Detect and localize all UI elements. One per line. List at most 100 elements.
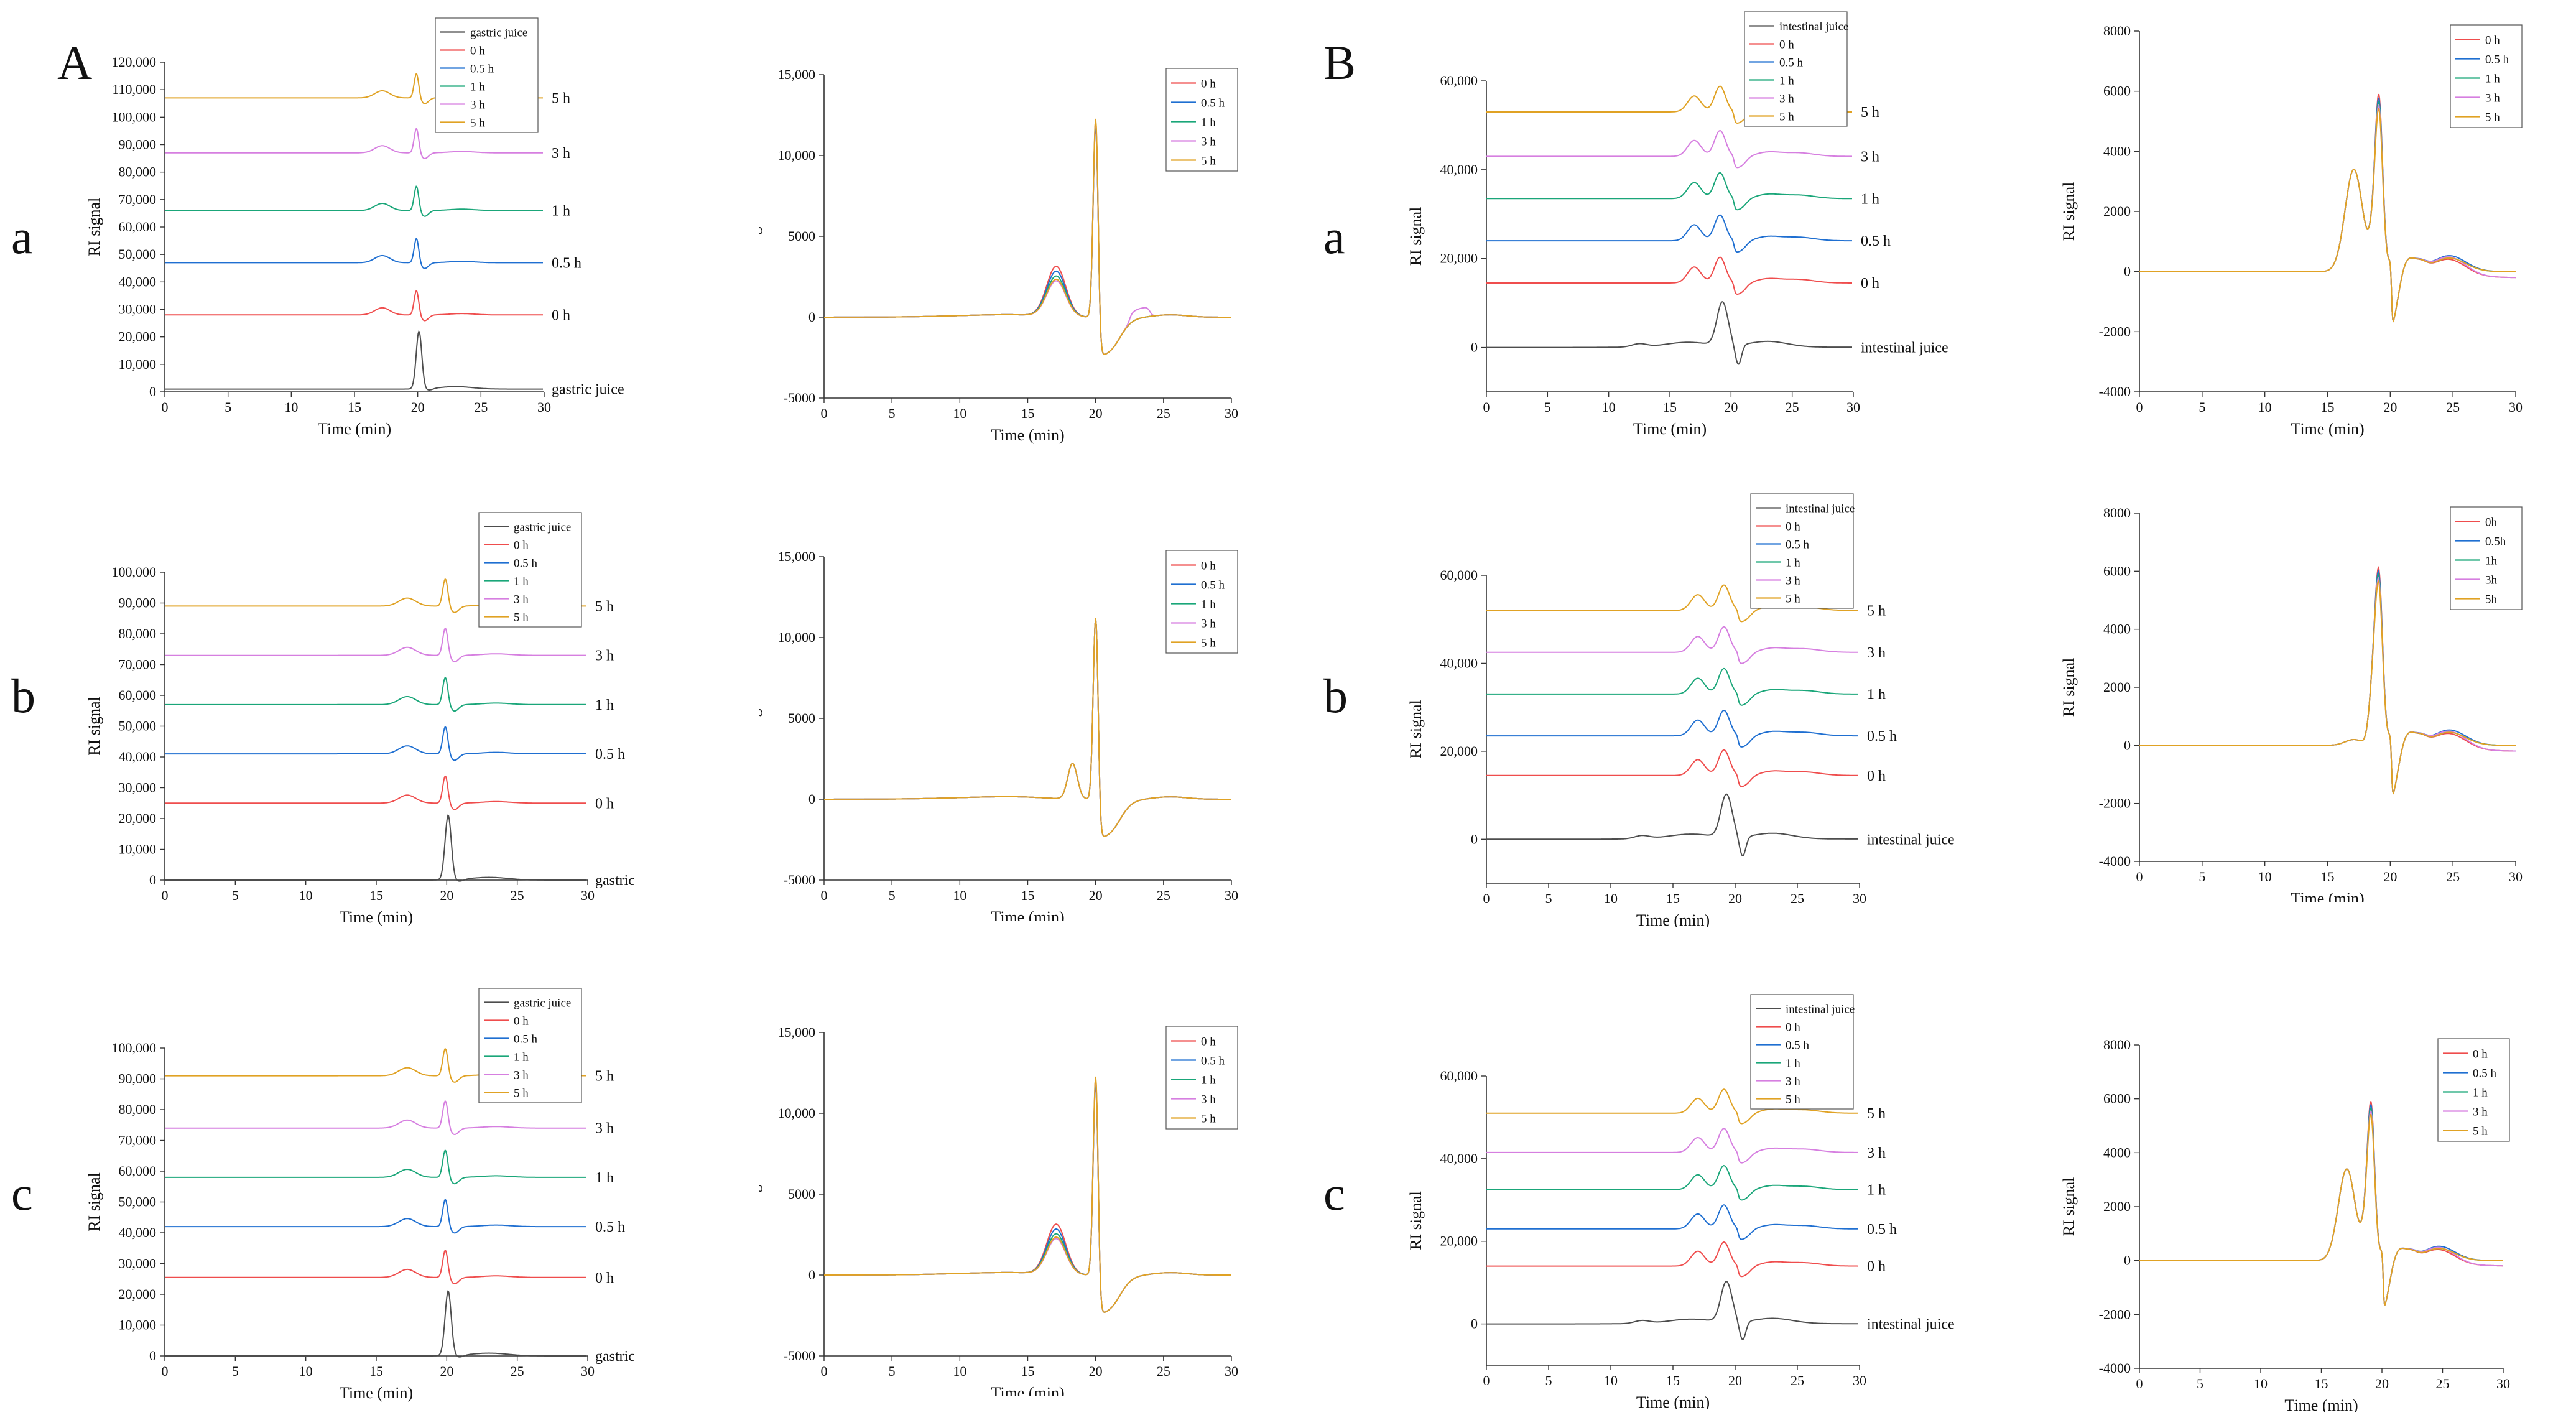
y-tick-label: 90,000 [119, 595, 157, 611]
chart-B-c-overlay: 0 5 10 15 20 25 30 -4000 -2000 0 2000 4000 6000 8000 T… [2060, 1037, 2510, 1412]
series-end-label: 0.5 h [1867, 1222, 1897, 1238]
legend-label: 3 h [514, 593, 529, 606]
x-axis-label: Time (min) [991, 426, 1064, 444]
series-end-label: intestinal juice [1867, 1317, 1955, 1333]
series-end-label: 1 h [552, 203, 570, 220]
x-tick-label: 20 [1724, 399, 1738, 415]
legend-label: 0.5 h [1201, 97, 1225, 110]
x-tick-label: 10 [2258, 869, 2272, 884]
x-tick-label: 15 [1666, 1373, 1680, 1388]
x-tick-label: 30 [581, 1363, 595, 1379]
y-tick-label: 2000 [2103, 203, 2131, 219]
series-line-0.5-h [1486, 710, 1858, 748]
legend-label: 5 h [1201, 1113, 1216, 1126]
legend-label: gastric juice [514, 521, 571, 534]
x-tick-label: 5 [2198, 869, 2205, 884]
x-tick-label: 25 [1157, 888, 1170, 903]
series-line-intestinal-juice [1486, 1281, 1858, 1340]
x-tick-label: 10 [1604, 1373, 1618, 1388]
series-line-3-h [1486, 1128, 1858, 1164]
x-axis-label: Time (min) [2291, 889, 2364, 902]
x-tick-label: 20 [2375, 1376, 2389, 1391]
legend-box [1165, 68, 1238, 172]
legend-label: 1h [2485, 555, 2498, 568]
legend-label: 5 h [2473, 1125, 2488, 1138]
y-tick-label: 70,000 [119, 657, 157, 672]
x-tick-label: 20 [2383, 869, 2397, 884]
x-tick-label: 0 [162, 888, 169, 903]
y-tick-label: 4000 [2103, 1144, 2131, 1160]
legend-label: 1 h [2473, 1087, 2488, 1100]
legend-box [2437, 1038, 2510, 1142]
x-tick-label: 0 [821, 406, 828, 421]
x-tick-label: 30 [1225, 1363, 1238, 1379]
series-line-0-h [1486, 256, 1852, 295]
series-line-intestinal-juice [1486, 301, 1852, 365]
series-end-label: 3 h [1867, 645, 1886, 661]
x-axis-label: Time (min) [2284, 1396, 2358, 1412]
legend-box [435, 17, 539, 133]
chart-B-a-overlay: 0 5 10 15 20 25 30 -4000 -2000 0 2000 4000 6000 8000 T… [2060, 23, 2523, 438]
x-tick-label: 30 [2509, 399, 2523, 415]
x-tick-label: 20 [1728, 891, 1742, 906]
legend-label: intestinal juice [1786, 503, 1855, 516]
series-line-3-h [165, 128, 543, 159]
legend-label: 0.5 h [1779, 57, 1804, 70]
y-tick-label: -2000 [2099, 323, 2131, 339]
series-end-label: 1 h [1861, 191, 1879, 207]
x-tick-label: 25 [511, 1363, 524, 1379]
x-tick-label: 25 [1791, 1373, 1804, 1388]
x-tick-label: 5 [232, 1363, 239, 1379]
series-line-3-h [1486, 626, 1858, 664]
series-line-5-h [824, 118, 1231, 355]
y-axis-label: RI signal [1407, 207, 1425, 266]
y-tick-label: -4000 [2099, 384, 2131, 399]
series-end-label: gastric juice [595, 1348, 634, 1365]
legend-label: intestinal juice [1779, 21, 1848, 34]
legend-label: 5 h [1201, 155, 1216, 168]
x-tick-label: 0 [162, 399, 169, 415]
series-end-label: 1 h [595, 1170, 614, 1186]
x-tick-label: 10 [284, 399, 298, 415]
series-line-0.5-h [165, 726, 586, 761]
x-tick-label: 10 [1602, 399, 1616, 415]
legend-box [1165, 1026, 1238, 1130]
legend-label: gastric juice [470, 27, 527, 40]
row-label-b: b [11, 669, 35, 723]
x-tick-label: 30 [581, 888, 595, 903]
y-tick-label: 5000 [788, 1186, 815, 1202]
x-tick-label: 0 [2136, 399, 2143, 415]
x-axis-label: Time (min) [340, 1384, 413, 1402]
y-tick-label: 10,000 [778, 1105, 816, 1121]
series-line-5-h [824, 618, 1231, 837]
x-tick-label: 5 [889, 888, 896, 903]
y-tick-label: 20,000 [119, 329, 157, 345]
series-end-label: 0 h [1867, 768, 1886, 784]
y-tick-label: 6000 [2103, 83, 2131, 99]
y-tick-label: 0 [149, 872, 156, 888]
x-tick-label: 25 [1157, 406, 1170, 421]
series-end-label: 3 h [1867, 1145, 1886, 1161]
y-tick-label: 0 [149, 1348, 156, 1363]
series-line-3-h [165, 1100, 586, 1136]
series-end-label: 3 h [552, 146, 570, 162]
y-tick-label: 10,000 [119, 1317, 157, 1333]
y-axis-label: RI signal [85, 697, 103, 756]
legend-label: 0 h [1786, 1021, 1800, 1034]
y-tick-label: 6000 [2103, 1091, 2131, 1106]
legend-label: 0 h [1201, 78, 1216, 91]
x-tick-label: 5 [1544, 399, 1551, 415]
legend-label: 0 h [2485, 34, 2500, 47]
y-tick-label: -4000 [2099, 853, 2131, 869]
legend-label: 0h [2485, 516, 2498, 529]
legend-label: 1 h [1201, 116, 1216, 129]
legend-label: 0 h [1786, 521, 1800, 534]
y-tick-label: 70,000 [119, 1133, 157, 1148]
chart-A-a-overlay: 0 5 10 15 20 25 30 -5000 0 5000 10,000 15,000 Time (… [759, 67, 1238, 444]
y-tick-label: 60,000 [119, 1163, 157, 1179]
y-tick-label: 15,000 [778, 549, 816, 564]
y-tick-label: 0 [808, 1267, 815, 1283]
legend-label: 3 h [1201, 136, 1216, 149]
y-tick-label: 40,000 [119, 274, 157, 289]
y-tick-label: 5000 [788, 228, 815, 244]
